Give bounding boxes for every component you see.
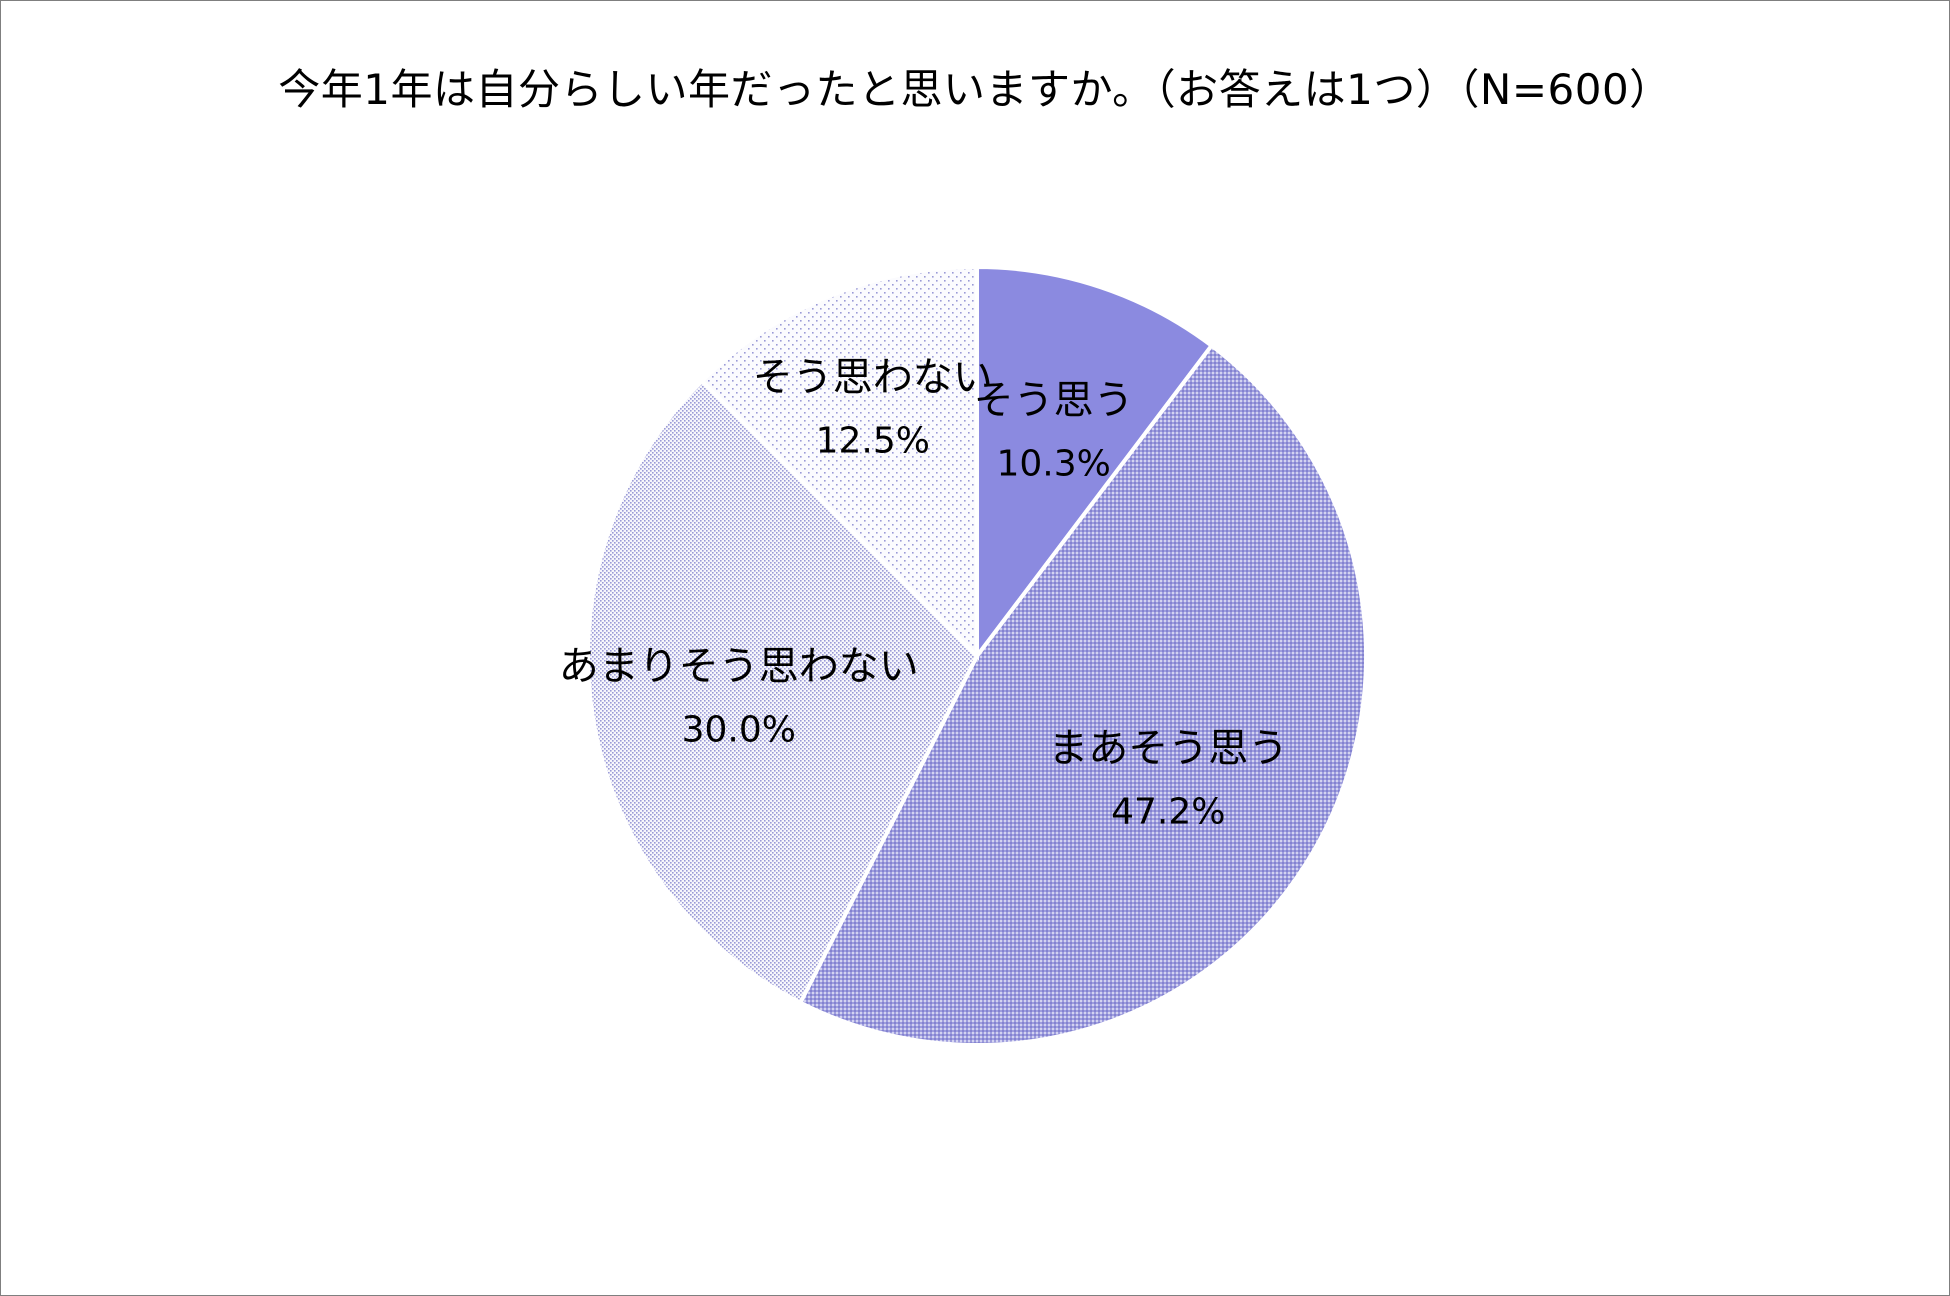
slice-label: まあそう思う [1048,726,1288,772]
chart-title: 今年1年は自分らしい年だったと思いますか。（お答えは1つ）（N=600） [278,65,1672,114]
slice-label: そう思う [974,377,1134,423]
slice-value-label: 47.2% [1111,792,1225,833]
slice-label: あまりそう思わない [559,644,919,690]
pie-slice [797,342,1368,1047]
slice-label: そう思わない [753,354,993,400]
slice-value-label: 10.3% [996,443,1110,484]
slice-value-label: 30.0% [682,710,796,751]
pie-slice [586,378,980,1006]
pie-slice [975,264,1215,662]
pie-slice [699,264,979,661]
slice-value-label: 12.5% [816,420,930,461]
